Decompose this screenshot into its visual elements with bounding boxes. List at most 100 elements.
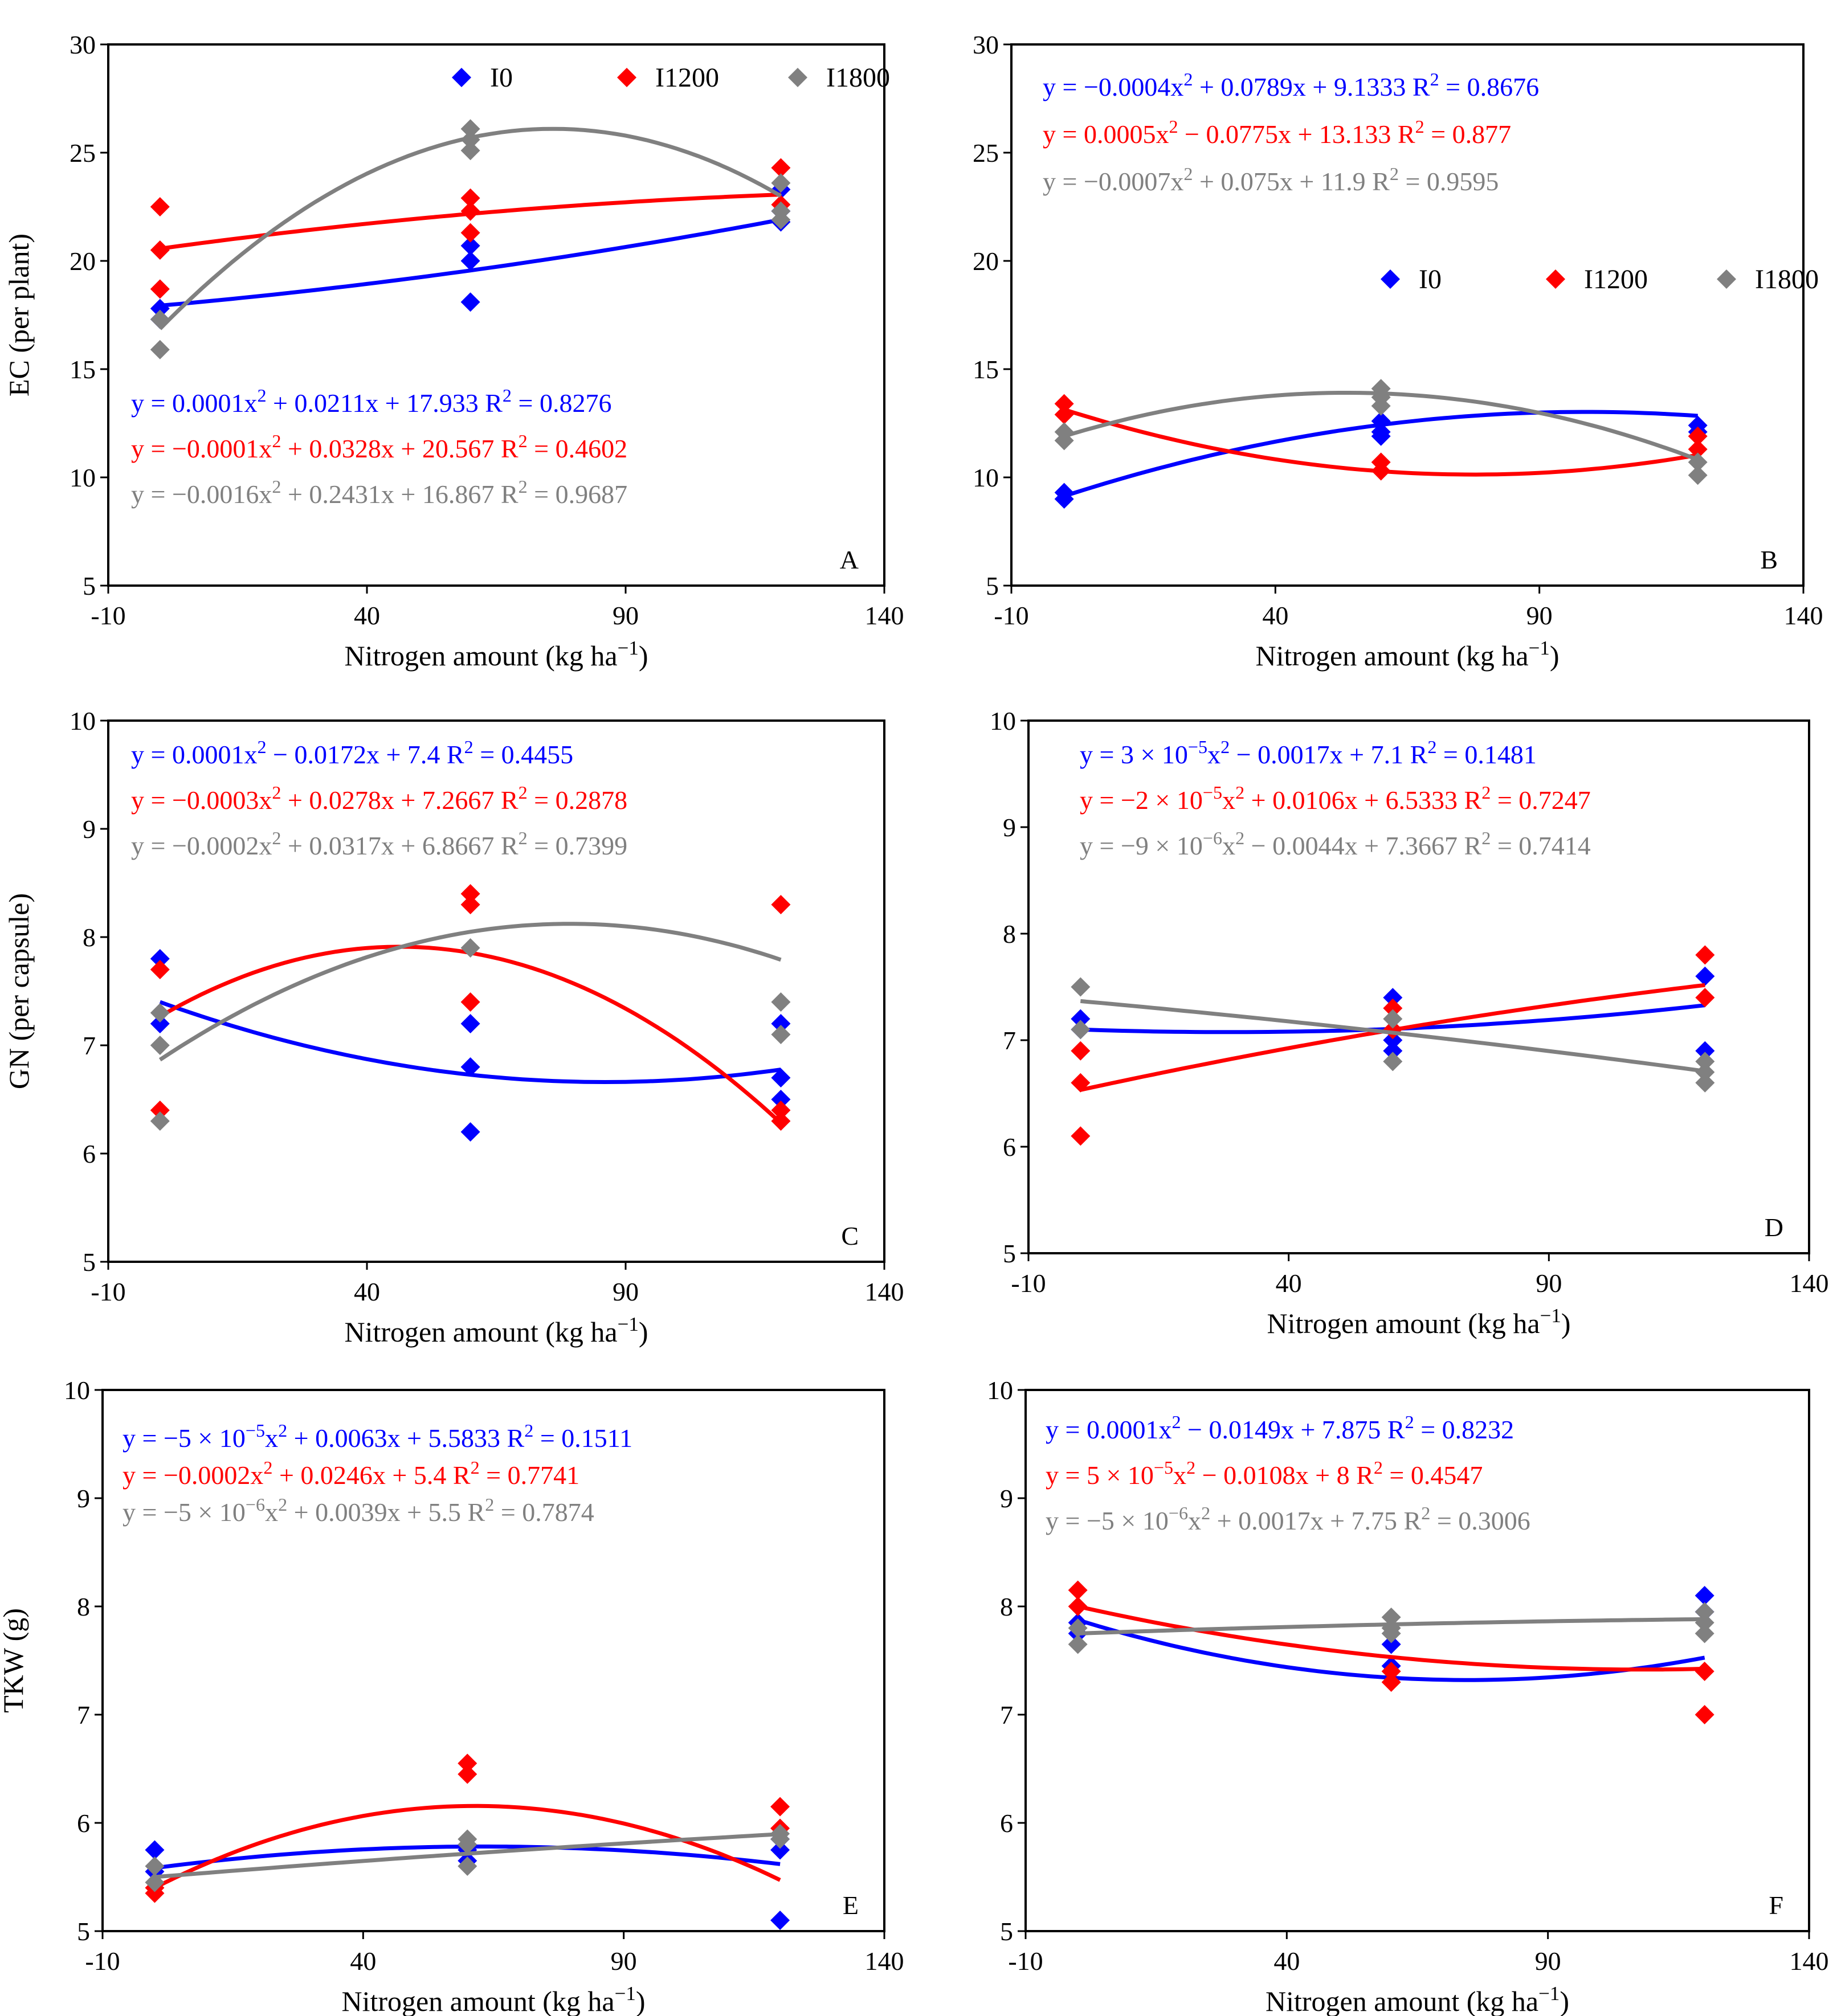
equation-I1800: y = −5 × 10−6x2 + 0.0017x + 7.75 R2 = 0.… xyxy=(1046,1503,1530,1535)
x-tick-label: 90 xyxy=(611,1947,637,1976)
data-point-I0 xyxy=(150,298,170,318)
y-tick-label: 10 xyxy=(70,706,96,735)
data-point-I1800 xyxy=(150,309,170,329)
plot-frame xyxy=(1024,1389,1810,1932)
equation-I1200: y = −2 × 10−5x2 + 0.0106x + 6.5333 R2 = … xyxy=(1080,782,1591,815)
data-point-I1800 xyxy=(150,1003,170,1023)
data-point-I0 xyxy=(1054,489,1074,509)
x-axis-label: Nitrogen amount (kg ha−1) xyxy=(1267,1305,1571,1340)
y-tick-label: 15 xyxy=(973,355,999,384)
data-point-I1200 xyxy=(1688,426,1708,446)
panel-letter: A xyxy=(840,545,859,574)
data-point-I1200 xyxy=(460,992,480,1012)
data-point-I1200 xyxy=(145,1883,165,1903)
data-point-I1200 xyxy=(770,1797,790,1817)
fit-line-I1200 xyxy=(1077,1604,1705,1672)
y-tick-label: 25 xyxy=(973,138,999,167)
equation-I1800: y = −0.0002x2 + 0.0317x + 6.8667 R2 = 0.… xyxy=(131,828,627,860)
y-tick-label: 5 xyxy=(1003,1239,1016,1268)
y-tick-label: 8 xyxy=(1003,919,1016,948)
legend-marker-I0 xyxy=(452,68,471,87)
y-tick-label: 20 xyxy=(973,247,999,276)
panel-A: 5 10 15 20 25 30 -10 40 90 140 Nitrogen amount (kg… xyxy=(3,30,904,672)
panel-letter: B xyxy=(1760,545,1778,574)
data-point-I1200 xyxy=(458,1764,477,1784)
equation-I1800: y = −0.0016x2 + 0.2431x + 16.867 R2 = 0.… xyxy=(131,476,627,509)
panel-letter: F xyxy=(1769,1891,1783,1920)
y-axis-label: EC (per plant) xyxy=(3,234,35,396)
legend-label-I1200: I1200 xyxy=(1584,264,1648,295)
y-axis-label: TKW (g) xyxy=(0,1608,29,1713)
data-point-I1200 xyxy=(1071,1073,1091,1093)
y-tick-label: 9 xyxy=(1000,1484,1013,1513)
data-point-I1800 xyxy=(1688,465,1708,485)
x-tick-label: 40 xyxy=(1276,1269,1302,1298)
equation-I1200: y = 5 × 10−5x2 − 0.0108x + 8 R2 = 0.4547 xyxy=(1046,1457,1483,1490)
y-tick-label: 30 xyxy=(70,30,96,59)
y-tick-label: 10 xyxy=(64,1376,90,1405)
y-tick-label: 10 xyxy=(70,463,96,492)
data-point-I1800 xyxy=(460,938,480,958)
equation-I0: y = 3 × 10−5x2 − 0.0017x + 7.1 R2 = 0.14… xyxy=(1080,737,1537,769)
plot-frame xyxy=(101,1389,885,1932)
data-point-I1800 xyxy=(771,210,791,230)
data-point-I1800 xyxy=(460,130,480,150)
panel-E: 5 6 7 8 9 10 -10 40 90 140 Nitrogen amount (kg ha−… xyxy=(0,1376,904,2016)
x-tick-label: -10 xyxy=(994,601,1028,630)
y-tick-label: 8 xyxy=(77,1592,90,1621)
fit-line-I1800 xyxy=(1080,999,1705,1073)
equation-I0: y = 0.0001x2 − 0.0172x + 7.4 R2 = 0.4455 xyxy=(131,737,573,769)
data-point-I1800 xyxy=(1381,1624,1401,1643)
y-tick-label: 9 xyxy=(83,815,96,844)
data-point-I0 xyxy=(460,1014,480,1033)
data-point-I1800 xyxy=(1068,1634,1088,1654)
x-tick-label: 90 xyxy=(1536,1269,1562,1298)
data-point-I1200 xyxy=(1068,1597,1088,1616)
x-tick-label: 40 xyxy=(354,601,380,630)
panel-F: 5 6 7 8 9 10 -10 40 90 140 Nitrogen amount (kg ha−… xyxy=(987,1376,1829,2016)
data-point-I0 xyxy=(150,1014,170,1033)
data-point-I1200 xyxy=(460,188,480,208)
y-tick-label: 6 xyxy=(83,1139,96,1168)
y-tick-label: 7 xyxy=(1003,1026,1016,1055)
equation-I0: y = 0.0001x2 − 0.0149x + 7.875 R2 = 0.82… xyxy=(1046,1412,1514,1444)
data-point-I1200 xyxy=(1381,1662,1401,1681)
data-point-I1800 xyxy=(1383,1009,1403,1029)
x-axis-label: Nitrogen amount (kg ha−1) xyxy=(1266,1982,1569,2016)
equation-I1800: y = −0.0007x2 + 0.075x + 11.9 R2 = 0.959… xyxy=(1043,163,1499,196)
panel-B: 5 10 15 20 25 30 -10 40 90 140 Nitrogen amount (kg… xyxy=(973,30,1823,672)
y-tick-label: 5 xyxy=(83,1248,96,1277)
data-point-I0 xyxy=(1383,1031,1403,1050)
data-point-I1800 xyxy=(460,141,480,161)
x-tick-label: 140 xyxy=(865,1277,904,1306)
y-axis-label: GN (per capsule) xyxy=(3,893,35,1089)
equation-I0: y = 0.0001x2 + 0.0211x + 17.933 R2 = 0.8… xyxy=(131,385,611,418)
data-point-I0 xyxy=(771,1068,791,1087)
data-point-I1200 xyxy=(460,223,480,243)
data-point-I1200 xyxy=(1695,1705,1714,1724)
legend-label-I1200: I1200 xyxy=(655,63,719,93)
data-point-I1200 xyxy=(1071,1126,1091,1146)
x-tick-label: 40 xyxy=(1262,601,1288,630)
data-point-I1800 xyxy=(460,119,480,139)
data-point-I1200 xyxy=(1071,1041,1091,1061)
x-tick-label: 90 xyxy=(1535,1947,1561,1976)
plot-frame xyxy=(1027,719,1810,1254)
x-tick-label: 140 xyxy=(1784,601,1823,630)
data-point-I1800 xyxy=(1695,1613,1714,1633)
data-point-I0 xyxy=(1695,966,1715,986)
data-point-I1200 xyxy=(771,158,791,178)
data-point-I1800 xyxy=(1688,452,1708,472)
data-point-I1800 xyxy=(1695,1602,1714,1622)
data-point-I1800 xyxy=(1054,431,1074,451)
data-point-I0 xyxy=(1695,1586,1714,1605)
x-tick-label: -10 xyxy=(91,601,125,630)
plot-frame xyxy=(107,719,885,1263)
legend-label-I0: I0 xyxy=(490,63,513,93)
data-point-I0 xyxy=(770,1911,790,1930)
data-point-I1200 xyxy=(1695,945,1715,965)
legend-marker-I0 xyxy=(1381,269,1400,289)
y-tick-label: 30 xyxy=(973,30,999,59)
data-point-I1200 xyxy=(771,1111,791,1131)
